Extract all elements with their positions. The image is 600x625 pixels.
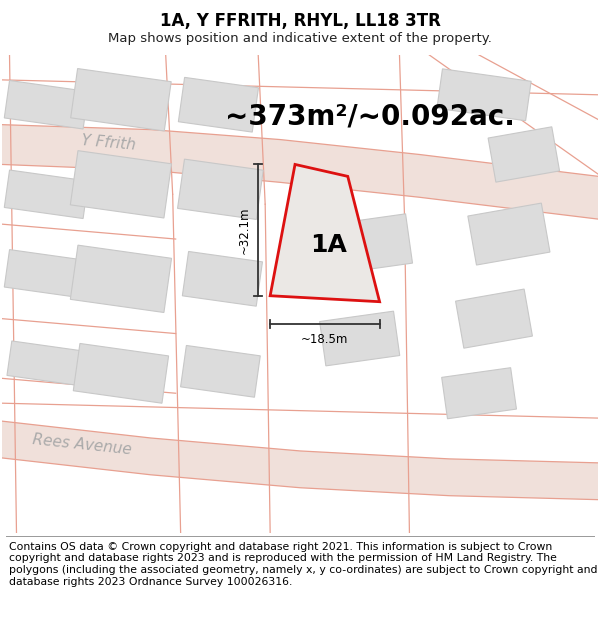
Text: ~32.1m: ~32.1m [238,206,251,254]
Polygon shape [488,127,560,182]
Polygon shape [442,368,517,419]
Polygon shape [2,124,598,219]
Polygon shape [270,164,380,302]
Polygon shape [320,311,400,366]
Polygon shape [437,69,531,121]
Polygon shape [71,69,171,131]
Text: ~373m²/~0.092ac.: ~373m²/~0.092ac. [224,102,515,131]
Text: Y Ffrith: Y Ffrith [81,132,137,152]
Text: Map shows position and indicative extent of the property.: Map shows position and indicative extent… [108,32,492,45]
Polygon shape [70,151,172,218]
Polygon shape [455,289,532,348]
Polygon shape [2,421,598,499]
Polygon shape [7,341,86,386]
Polygon shape [4,81,88,129]
Polygon shape [182,251,262,306]
Text: Contains OS data © Crown copyright and database right 2021. This information is : Contains OS data © Crown copyright and d… [9,542,598,586]
Text: 1A: 1A [310,232,347,256]
Polygon shape [4,249,88,298]
Polygon shape [468,203,550,265]
Text: Rees Avenue: Rees Avenue [31,432,132,457]
Polygon shape [70,245,172,312]
Polygon shape [73,344,169,403]
Polygon shape [178,159,263,219]
Polygon shape [327,214,413,274]
Polygon shape [181,346,260,398]
Text: 1A, Y FFRITH, RHYL, LL18 3TR: 1A, Y FFRITH, RHYL, LL18 3TR [160,12,440,30]
Polygon shape [4,170,88,219]
Text: ~18.5m: ~18.5m [301,333,349,346]
Polygon shape [178,78,259,132]
